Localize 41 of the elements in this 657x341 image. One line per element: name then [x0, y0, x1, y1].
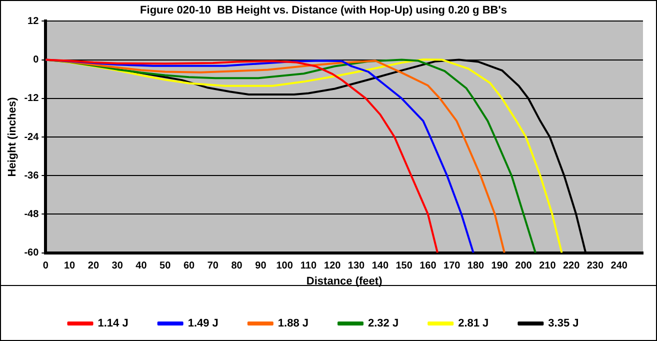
- x-tick-label: 160: [420, 260, 437, 272]
- y-tick-label: -36: [24, 170, 40, 182]
- x-tick-label: 90: [255, 260, 267, 272]
- x-tick-label: 30: [112, 260, 124, 272]
- x-tick-label: 50: [160, 260, 172, 272]
- x-tick-label: 0: [42, 260, 49, 272]
- x-tick-label: 220: [562, 260, 580, 272]
- x-tick-label: 180: [467, 260, 485, 272]
- y-tick-label: -12: [24, 93, 40, 104]
- legend-label: 2.32 J: [368, 318, 399, 330]
- legend-label: 3.35 J: [548, 318, 579, 330]
- y-tick-label: 12: [28, 16, 40, 27]
- x-tick-label: 240: [610, 260, 628, 272]
- y-tick-label: -24: [24, 132, 40, 143]
- x-tick-label: 140: [372, 260, 389, 272]
- x-tick-label: 40: [136, 260, 148, 272]
- x-tick-label: 200: [515, 260, 532, 272]
- legend-label: 1.14 J: [98, 318, 128, 330]
- x-tick-label: 150: [396, 260, 413, 272]
- x-tick-label: 170: [444, 260, 461, 272]
- x-tick-label: 120: [324, 260, 342, 272]
- legend-label: 1.88 J: [278, 318, 309, 330]
- x-tick-label: 60: [183, 260, 196, 272]
- y-tick-label: -60: [24, 248, 40, 259]
- x-tick-label: 130: [348, 260, 366, 272]
- legend-label: 1.49 J: [188, 318, 218, 330]
- x-tick-label: 210: [539, 260, 556, 272]
- x-tick-label: 20: [88, 260, 100, 272]
- x-tick-label: 70: [207, 260, 219, 272]
- x-tick-label: 10: [64, 260, 76, 272]
- x-tick-label: 230: [586, 260, 604, 272]
- legend-label: 2.81 J: [458, 318, 489, 330]
- x-axis-title: Distance (feet): [306, 275, 383, 288]
- y-axis-title: Height (inches): [6, 96, 19, 177]
- chart-title: Figure 020-10 BB Height vs. Distance (with Hop-Up) using 0.20 g BB's: [140, 4, 507, 17]
- x-tick-label: 80: [231, 260, 243, 272]
- y-tick-label: -48: [24, 208, 40, 220]
- x-tick-label: 100: [276, 260, 294, 272]
- x-tick-label: 190: [491, 260, 508, 272]
- y-tick-label: 0: [33, 54, 40, 66]
- x-tick-label: 110: [300, 260, 317, 272]
